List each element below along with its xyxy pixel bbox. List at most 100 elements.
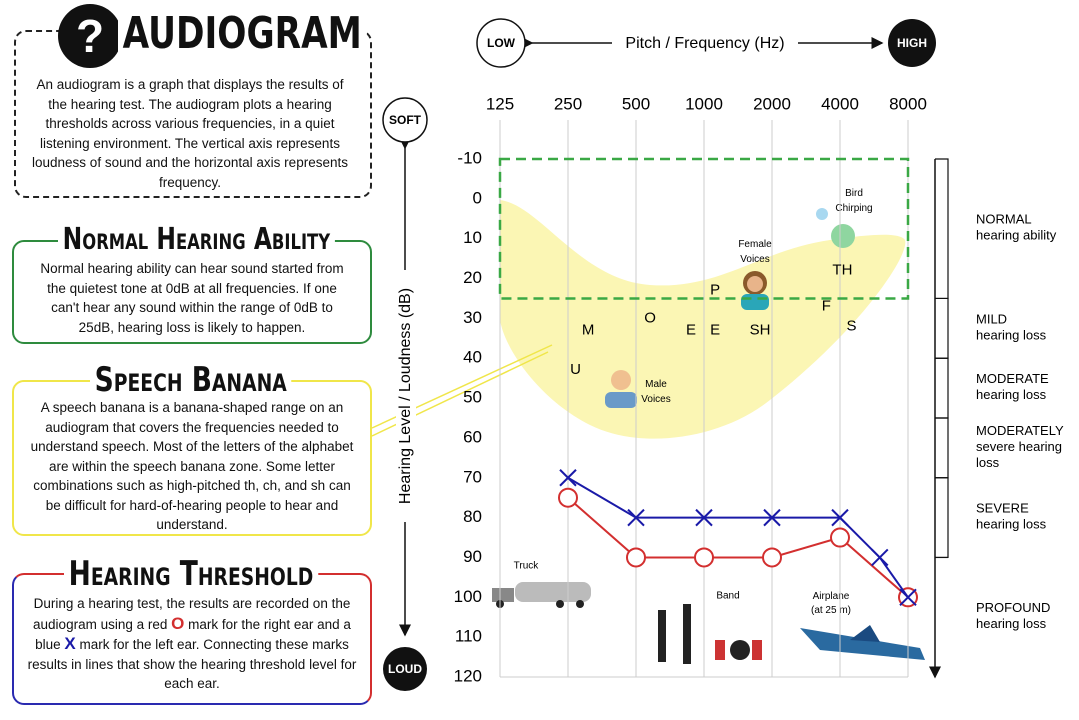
right-ear-mark <box>626 547 646 568</box>
level-bracket <box>935 477 949 559</box>
soft-label: SOFT <box>389 113 422 127</box>
x-tick-label: 8000 <box>889 94 927 113</box>
line: hearing loss <box>976 617 1047 632</box>
level-label: SEVERE hearing loss <box>976 501 1047 532</box>
right-ear-mark <box>762 547 782 568</box>
y-tick-label: 0 <box>473 188 482 207</box>
airplane-icon <box>800 625 925 660</box>
line: hearing ability <box>976 228 1057 243</box>
line: Chirping <box>835 203 872 214</box>
normal-range <box>498 157 910 300</box>
x-tick-label: 1000 <box>685 94 723 113</box>
level-bracket <box>935 417 949 479</box>
female-icon <box>741 271 769 310</box>
male-icon <box>605 370 637 408</box>
y-tick-label: 110 <box>455 627 482 646</box>
right-ear-mark <box>830 527 850 548</box>
x-axis-label: Pitch / Frequency (Hz) <box>625 35 784 52</box>
sound-letter: U <box>570 361 581 378</box>
x-tick-label: 4000 <box>821 94 859 113</box>
loud-circle <box>383 647 427 691</box>
main-title: AUDIOGRAM <box>118 8 367 59</box>
y-tick-label: -10 <box>457 148 482 167</box>
y-tick-label: 90 <box>463 547 482 566</box>
line: loss <box>976 455 1000 470</box>
level-label: PROFOUND hearing loss <box>976 601 1050 632</box>
line: severe hearing <box>976 439 1062 454</box>
line: PROFOUND <box>976 601 1050 616</box>
truck-icon <box>492 582 591 608</box>
line: MODERATELY <box>976 423 1064 438</box>
label-bg <box>396 270 416 522</box>
picture-label: Male Voices <box>641 379 670 405</box>
right-ear-mark <box>694 547 714 568</box>
level-label: MILD hearing loss <box>976 312 1047 343</box>
sound-letter: F <box>822 297 831 314</box>
line: MODERATE <box>976 372 1049 387</box>
line: hearing loss <box>976 388 1047 403</box>
line: (at 25 m) <box>811 605 851 616</box>
left-ear-mark <box>831 508 849 527</box>
picture-label: Airplane (at 25 m) <box>811 591 851 616</box>
y-tick-label: 60 <box>463 427 482 446</box>
intro-text: An audiogram is a graph that displays th… <box>32 77 348 190</box>
left-ear-mark <box>763 508 781 527</box>
line: Voices <box>740 254 769 265</box>
sound-letter: P <box>710 281 720 298</box>
low-label: LOW <box>487 36 516 50</box>
sound-letter: TH <box>832 262 852 279</box>
level-bracket <box>935 297 949 359</box>
left-ear-mark <box>627 508 645 527</box>
red-o: O <box>171 613 185 633</box>
y-tick-label: 100 <box>454 587 482 606</box>
low-circle <box>476 18 526 68</box>
x-tick-label: 500 <box>622 94 650 113</box>
level-label: NORMAL hearing ability <box>976 212 1057 243</box>
y-tick-label: 20 <box>463 268 482 287</box>
banana-title: Speech Banana <box>90 360 292 400</box>
sound-letter: S <box>847 317 857 334</box>
blue-x: X <box>64 634 76 653</box>
soft-circle <box>382 97 428 143</box>
sound-letter: O <box>644 309 656 326</box>
level-bracket <box>935 357 949 419</box>
ear-line <box>567 496 909 599</box>
right-ear-mark <box>558 487 578 508</box>
y-tick-label: 70 <box>463 467 482 486</box>
line: Airplane <box>813 591 850 602</box>
y-tick-label: 50 <box>463 388 482 407</box>
y-tick-label: 40 <box>463 348 482 367</box>
level-label: MODERATE hearing loss <box>976 372 1049 403</box>
loud-label: LOUD <box>388 662 422 676</box>
label-bg <box>612 32 798 54</box>
level-label: MODERATELY severe hearing loss <box>976 423 1064 470</box>
high-label: HIGH <box>897 36 927 50</box>
sound-letter: E <box>710 321 720 338</box>
x-tick-label: 125 <box>486 94 514 113</box>
text: mark for the right ear and a blue <box>35 616 351 653</box>
sound-letter: SH <box>750 321 771 338</box>
picture-label: Band <box>716 591 739 602</box>
level-bracket <box>935 158 949 300</box>
left-ear-mark <box>695 508 713 527</box>
high-circle <box>888 19 936 67</box>
left-ear-mark <box>871 548 889 567</box>
y-tick-label: 80 <box>463 507 482 526</box>
text: mark for the left ear. Connecting these … <box>27 637 357 691</box>
line: Male <box>645 379 667 390</box>
line: Bird <box>845 188 863 199</box>
line: MILD <box>976 312 1007 327</box>
banana-text: A speech banana is a banana-shaped range… <box>30 400 354 532</box>
normal-text: Normal hearing ability can hear sound st… <box>40 261 344 335</box>
pointer <box>371 351 549 437</box>
sound-letter: E <box>686 321 696 338</box>
threshold-title: Hearing Threshold <box>64 554 318 594</box>
picture-label: Truck <box>514 561 540 572</box>
line: NORMAL <box>976 212 1032 227</box>
sound-letter: M <box>582 321 595 338</box>
picture-label: Female Voices <box>738 239 772 265</box>
x-tick-label: 2000 <box>753 94 791 113</box>
question-icon: ? <box>58 4 122 68</box>
x-tick-label: 250 <box>554 94 582 113</box>
